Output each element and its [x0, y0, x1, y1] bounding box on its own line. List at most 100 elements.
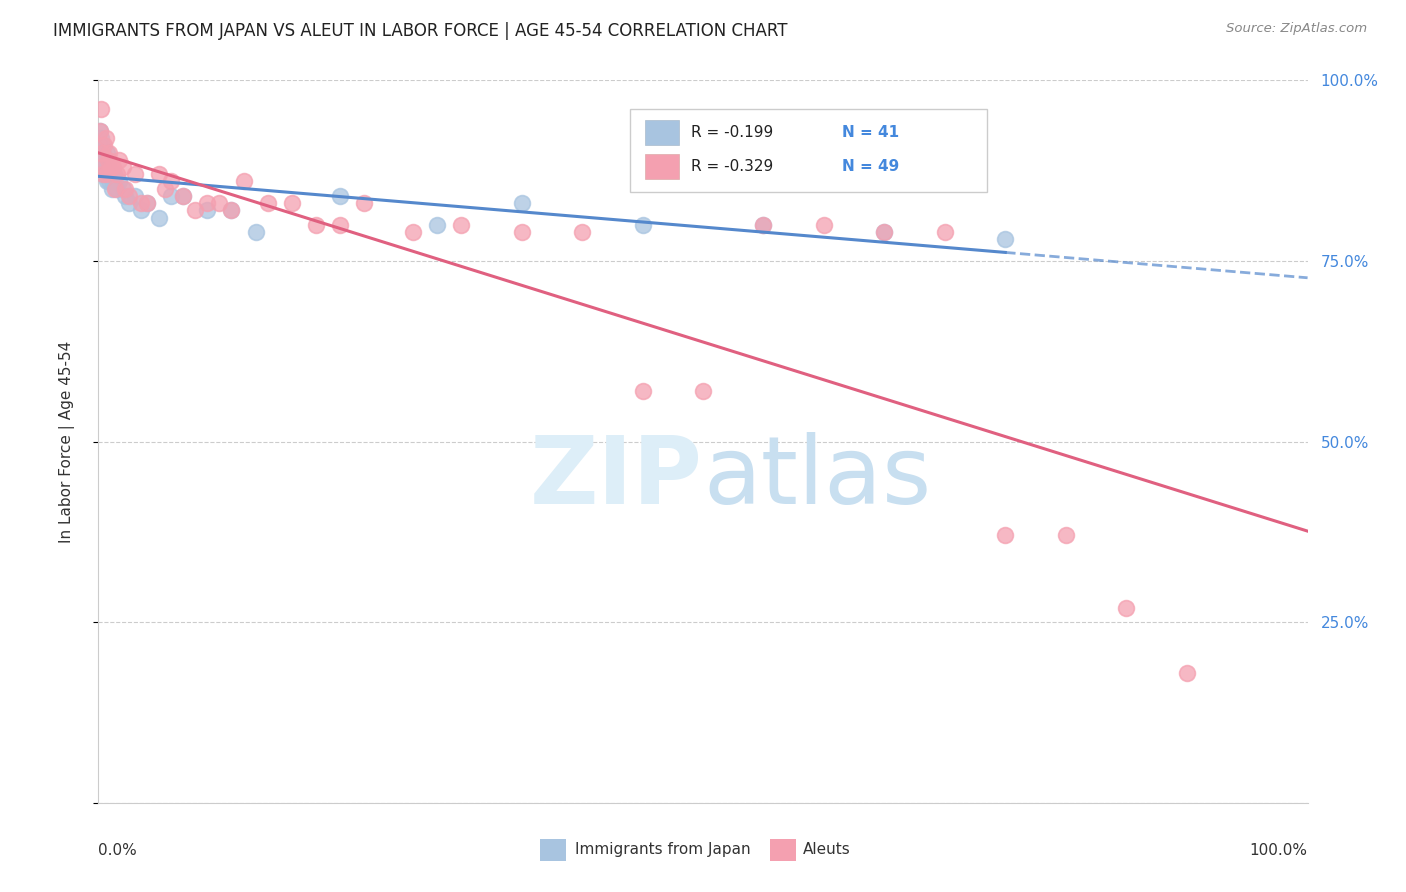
Bar [769, 838, 796, 861]
Point [89, 138, 111, 153]
Point [172, 189, 194, 203]
Point [135, 196, 157, 211]
Point [450, 218, 472, 232]
Point [90, 145, 112, 160]
Point [100, 182, 122, 196]
Point [91, 145, 114, 160]
Text: ZIP: ZIP [530, 432, 703, 524]
Point [232, 174, 254, 188]
Point [91, 138, 114, 153]
Point [114, 182, 136, 196]
Point [124, 167, 146, 181]
Point [1175, 665, 1198, 680]
Point [994, 232, 1017, 246]
Point [104, 182, 127, 196]
Point [118, 189, 141, 203]
Point [631, 384, 654, 398]
Text: Aleuts: Aleuts [803, 842, 851, 857]
Text: 0.0%: 0.0% [98, 843, 138, 857]
Point [135, 196, 157, 211]
Point [90, 131, 112, 145]
Point [97, 160, 120, 174]
Point [105, 167, 128, 181]
Point [97, 153, 120, 167]
Point [111, 160, 134, 174]
Point [89, 124, 111, 138]
Point [1054, 528, 1077, 542]
Point [1115, 600, 1137, 615]
Point [96, 167, 118, 181]
Point [195, 196, 218, 211]
Text: atlas: atlas [703, 432, 931, 524]
Text: R = -0.329: R = -0.329 [690, 159, 773, 174]
Point [105, 182, 128, 196]
FancyBboxPatch shape [630, 109, 987, 193]
Point [89, 124, 111, 138]
Point [91, 167, 114, 181]
Point [91, 145, 114, 160]
Text: N = 41: N = 41 [842, 125, 900, 140]
Point [91, 160, 114, 174]
Point [281, 196, 304, 211]
Point [108, 153, 131, 167]
Point [111, 182, 134, 196]
Point [148, 211, 170, 225]
Bar [645, 120, 679, 145]
Point [91, 160, 114, 174]
Point [160, 189, 183, 203]
Point [93, 160, 115, 174]
Point [93, 138, 115, 153]
Point [93, 153, 115, 167]
Point [94, 131, 117, 145]
Point [94, 167, 117, 181]
Point [510, 225, 533, 239]
Point [91, 167, 114, 181]
Point [426, 218, 449, 232]
Point [221, 203, 243, 218]
Point [100, 160, 122, 174]
Point [129, 203, 152, 218]
Point [353, 196, 375, 211]
Point [100, 167, 122, 181]
Point [108, 174, 131, 188]
Point [305, 218, 328, 232]
Point [118, 196, 141, 211]
Point [245, 225, 267, 239]
Point [692, 384, 714, 398]
Point [91, 153, 114, 167]
Point [873, 225, 896, 239]
Point [994, 528, 1017, 542]
Text: Source: ZipAtlas.com: Source: ZipAtlas.com [1226, 22, 1367, 36]
Point [96, 145, 118, 160]
Point [752, 218, 775, 232]
Point [101, 160, 124, 174]
Point [329, 189, 352, 203]
Point [90, 102, 112, 116]
Text: 100.0%: 100.0% [1250, 843, 1308, 857]
Point [96, 174, 118, 188]
Point [510, 196, 533, 211]
Point [114, 189, 136, 203]
Point [124, 189, 146, 203]
Bar [645, 154, 679, 179]
Point [98, 145, 121, 160]
Point [184, 203, 207, 218]
Point [402, 225, 425, 239]
Point [934, 225, 956, 239]
Point [208, 196, 231, 211]
Point [631, 218, 654, 232]
Text: IMMIGRANTS FROM JAPAN VS ALEUT IN LABOR FORCE | AGE 45-54 CORRELATION CHART: IMMIGRANTS FROM JAPAN VS ALEUT IN LABOR … [53, 22, 787, 40]
Point [148, 167, 170, 181]
Point [153, 182, 176, 196]
Y-axis label: In Labor Force | Age 45-54: In Labor Force | Age 45-54 [59, 341, 75, 542]
Point [98, 174, 121, 188]
Point [195, 203, 218, 218]
Text: Immigrants from Japan: Immigrants from Japan [575, 842, 751, 857]
Point [172, 189, 194, 203]
Point [160, 174, 183, 188]
Text: R = -0.199: R = -0.199 [690, 125, 773, 140]
Point [571, 225, 593, 239]
Bar [540, 838, 567, 861]
Point [813, 218, 835, 232]
Point [221, 203, 243, 218]
